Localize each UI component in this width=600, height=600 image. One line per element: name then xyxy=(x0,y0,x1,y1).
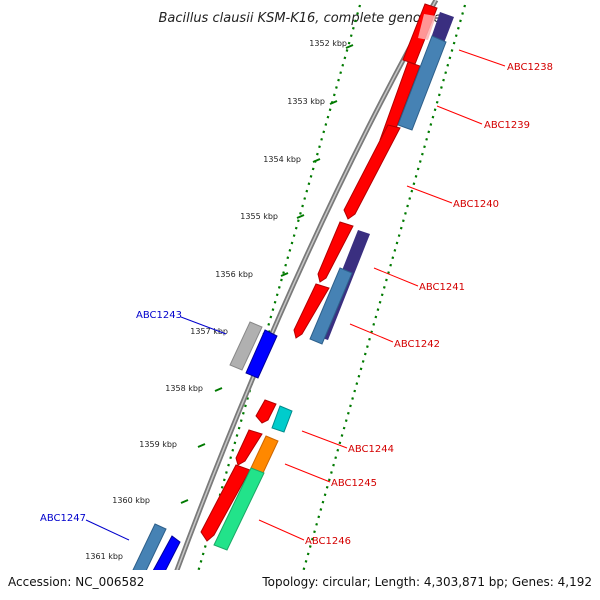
gene-block-abc1247[interactable] xyxy=(148,535,181,585)
gene-block-abc1245[interactable] xyxy=(235,429,263,466)
topology-text: Topology: circular; Length: 4,303,871 bp… xyxy=(261,575,592,589)
tick-label: 1358 kbp xyxy=(165,384,203,393)
label-leaders xyxy=(85,49,506,541)
gene-label-abc1244[interactable]: ABC1244 xyxy=(348,444,394,455)
map-title: Bacillus clausii KSM-K16, complete genom… xyxy=(158,11,441,26)
gene-label-abc1240[interactable]: ABC1240 xyxy=(453,199,499,210)
gene-block-abc1240[interactable] xyxy=(343,124,401,220)
gene-label-abc1241[interactable]: ABC1241 xyxy=(419,282,465,293)
gene-block-abc1246[interactable] xyxy=(200,464,251,542)
gene-block-abc1247-steel[interactable] xyxy=(132,523,167,575)
tick-label: 1359 kbp xyxy=(139,440,177,449)
tick-label: 1357 kbp xyxy=(190,327,228,336)
gene-label-abc1239[interactable]: ABC1239 xyxy=(484,120,530,131)
accession-text: Accession: NC_006582 xyxy=(8,575,144,589)
tick-label: 1356 kbp xyxy=(215,270,253,279)
gene-labels: ABC1238 ABC1239 ABC1240 ABC1241 ABC1242 … xyxy=(40,62,553,547)
tick-label: 1355 kbp xyxy=(240,212,278,221)
gene-label-abc1246[interactable]: ABC1246 xyxy=(305,536,351,547)
ruler-track-outer xyxy=(302,4,467,570)
feature-steelblue xyxy=(397,35,447,131)
tick-labels: 1352 kbp 1353 kbp 1354 kbp 1355 kbp 1356… xyxy=(85,39,347,561)
gene-block-abc1242[interactable] xyxy=(293,283,330,339)
tick-label: 1352 kbp xyxy=(309,39,347,48)
tick-label: 1354 kbp xyxy=(263,155,301,164)
gene-label-abc1242[interactable]: ABC1242 xyxy=(394,339,440,350)
gene-block-abc1244[interactable] xyxy=(255,399,277,424)
tick-label: 1360 kbp xyxy=(112,496,150,505)
feature-track xyxy=(132,12,454,585)
feature-trna xyxy=(271,405,293,433)
gene-block-abc1243-grey[interactable] xyxy=(229,321,263,371)
gene-block-abc1241[interactable] xyxy=(317,221,354,283)
tick-label: 1361 kbp xyxy=(85,552,123,561)
gene-label-abc1245[interactable]: ABC1245 xyxy=(331,478,377,489)
gene-block-abc1243[interactable] xyxy=(245,329,278,379)
ruler-track-inner xyxy=(197,4,362,570)
tick-label: 1353 kbp xyxy=(287,97,325,106)
gene-label-abc1243[interactable]: ABC1243 xyxy=(136,310,182,321)
gene-label-abc1247[interactable]: ABC1247 xyxy=(40,513,86,524)
gene-label-abc1238[interactable]: ABC1238 xyxy=(507,62,553,73)
genome-backbone xyxy=(174,0,439,570)
feature-misc xyxy=(213,467,265,551)
map-tracks: 1352 kbp 1353 kbp 1354 kbp 1355 kbp 1356… xyxy=(85,0,506,585)
feature-steelblue xyxy=(309,267,353,345)
